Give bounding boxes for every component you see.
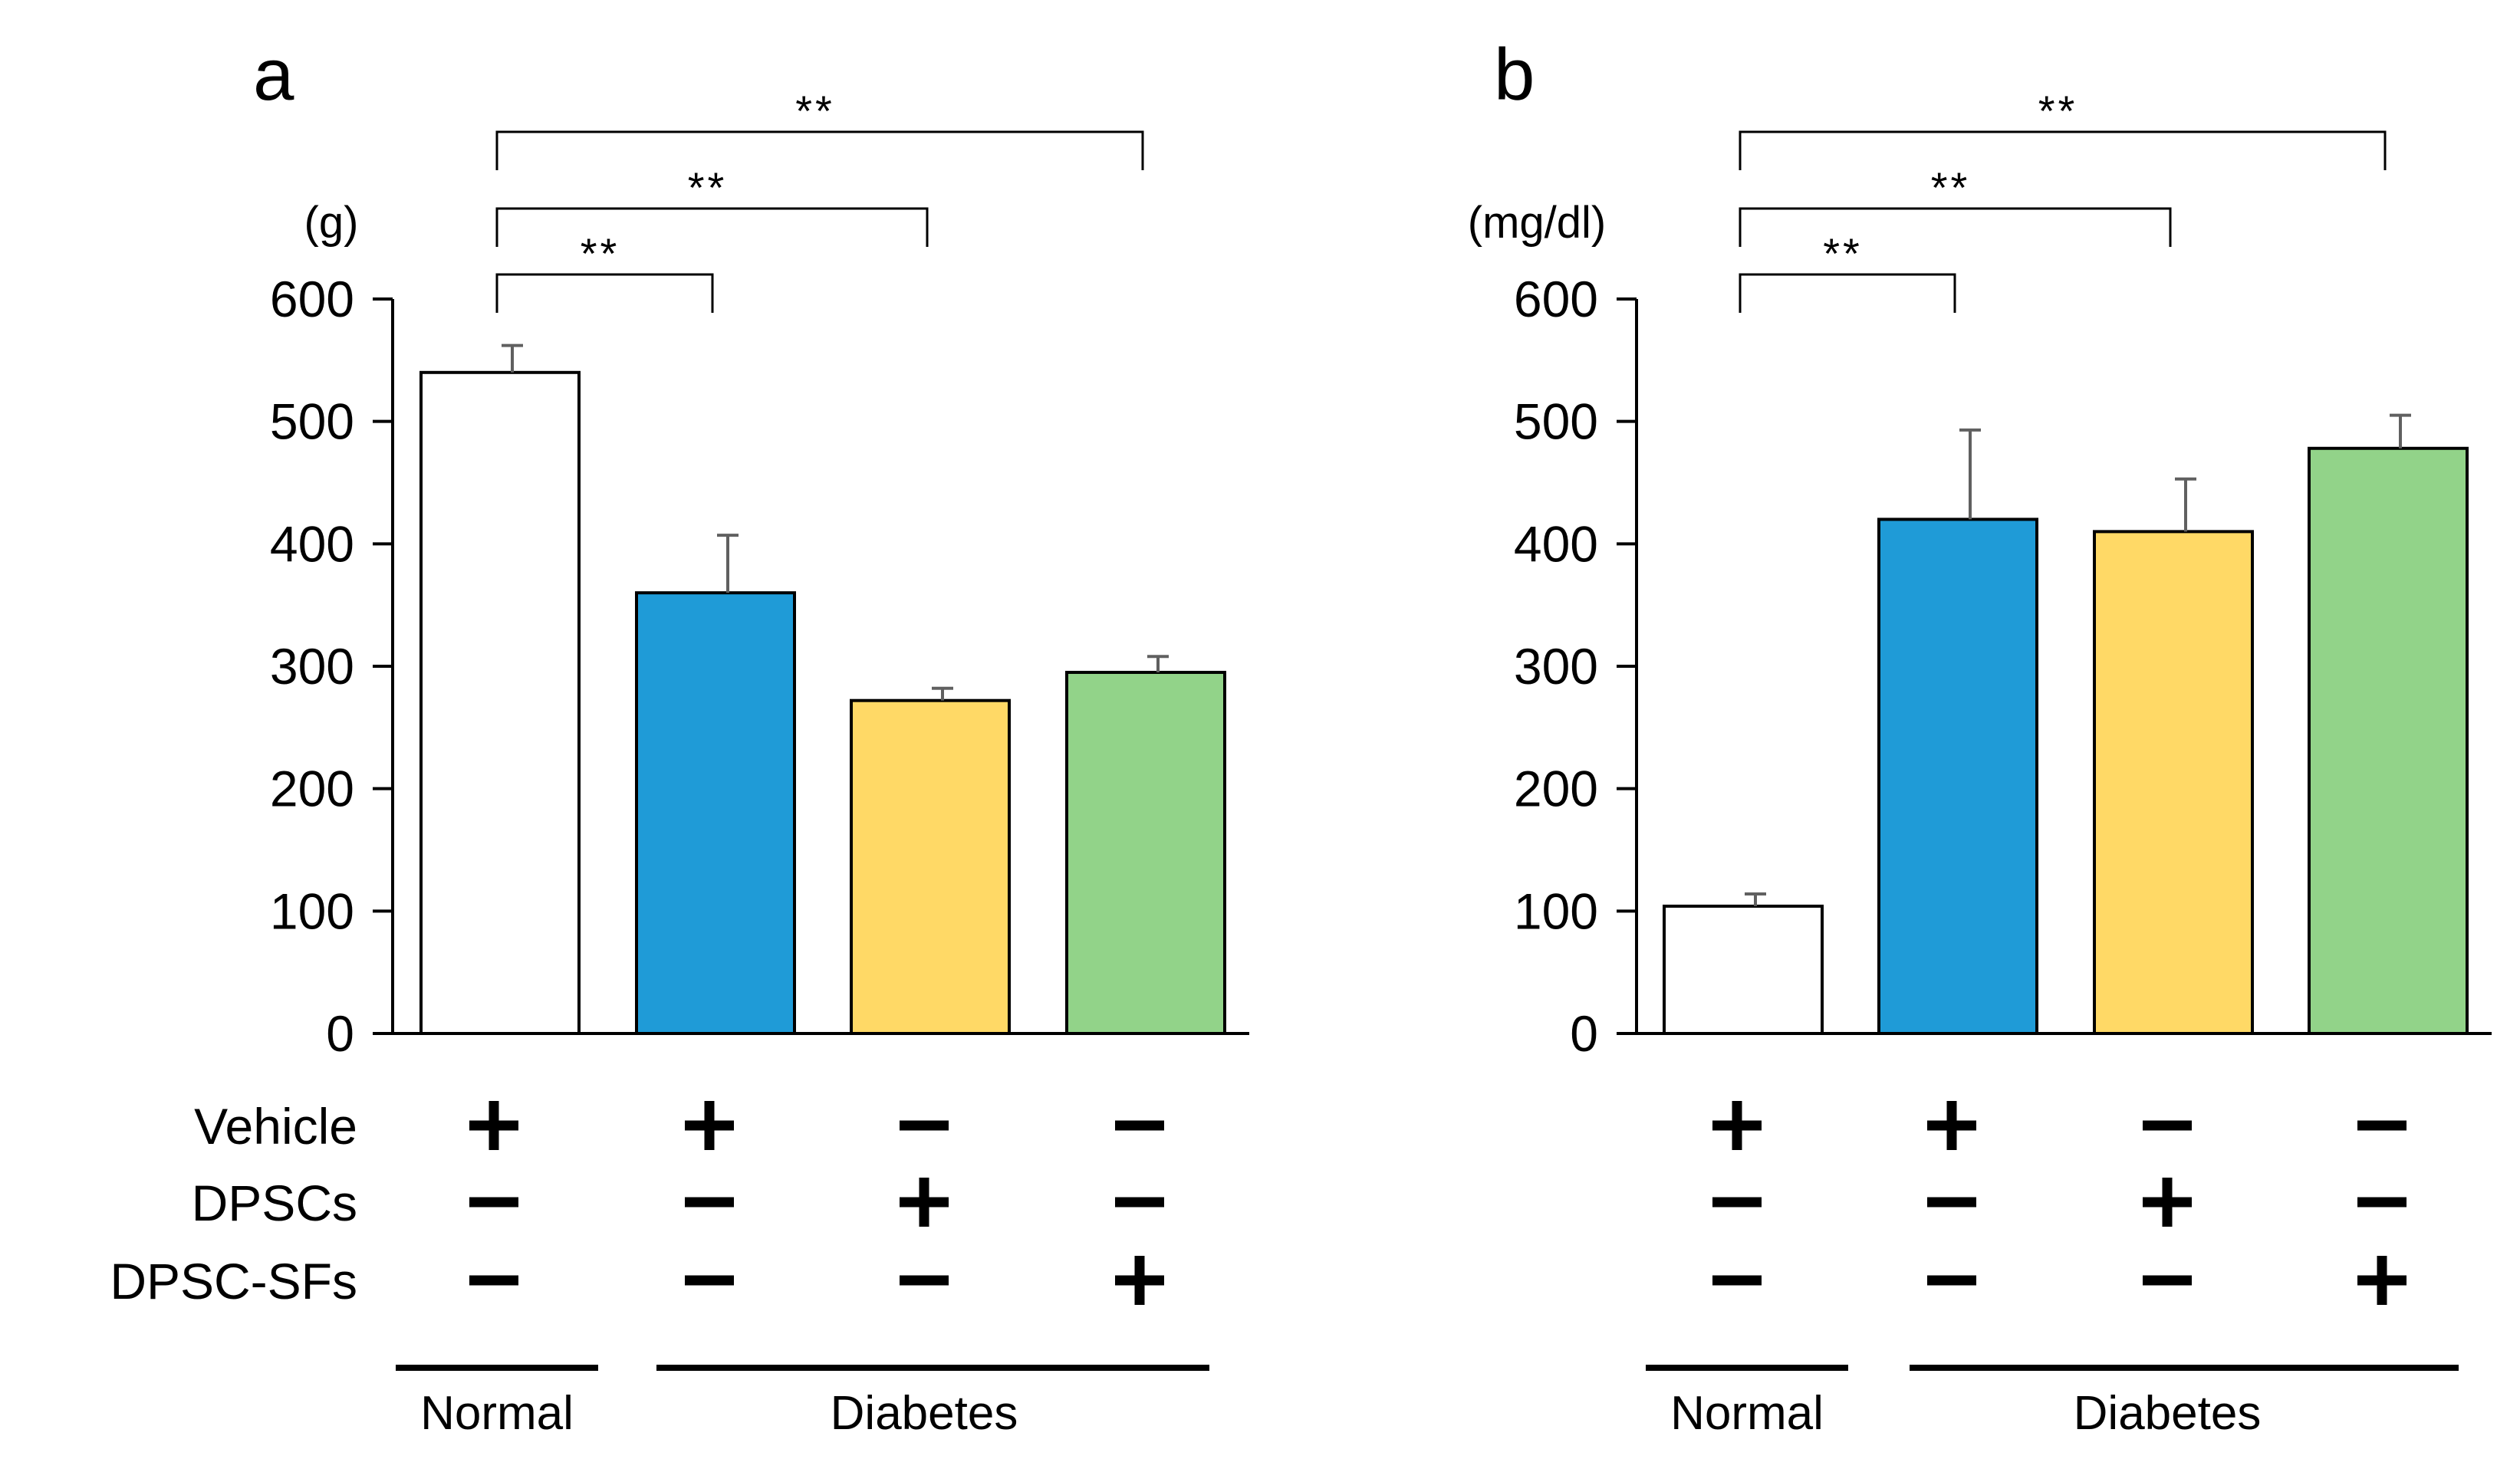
treatment-row-labels: Vehicle DPSCs DPSC-SFs [110,1098,357,1309]
significance-bracket [1739,207,2172,247]
significance-bracket [495,207,929,247]
bar-normal [419,370,581,1035]
y-tick-label: 0 [1570,1005,1598,1062]
group-label: Normal [1670,1387,1824,1440]
panel-b-unit-label: (mg/dl) [1468,198,1606,248]
row-label-dpscs: DPSCs [192,1175,357,1231]
y-tick-label: 200 [1514,761,1598,817]
significance-bracket [495,130,1144,170]
significance-bracket [1739,273,1956,313]
y-tick-label: 600 [270,271,354,327]
bar-dpscs [2093,530,2254,1035]
panel-a-letter: a [253,34,294,116]
significance-label: ** [2038,87,2078,135]
y-tick-label: 100 [1514,882,1598,939]
y-tick-label: 300 [270,638,354,695]
row-label-dpsc-sfs: DPSC-SFs [110,1253,357,1309]
panel-a: a (g) 0 100 200 300 400 500 600 ** ** ** Normal Dia… [253,34,1249,1440]
y-tick-label: 500 [270,393,354,450]
bar-vehicle [635,591,796,1035]
y-tick-label: 400 [1514,515,1598,572]
significance-label: ** [795,87,835,135]
panel-a-unit-label: (g) [304,198,359,248]
bar-dpsc-sfs [2308,446,2469,1035]
significance-bracket [1739,130,2387,170]
y-tick-label: 0 [326,1005,354,1062]
group-label: Normal [420,1387,574,1440]
panel-b-plot: 0 100 200 300 400 500 600 ** ** ** Normal Diabetes [1514,87,2492,1440]
panel-a-plot: 0 100 200 300 400 500 600 ** ** ** Normal Diabetes [270,87,1249,1440]
panel-b-letter: b [1494,34,1535,116]
bar-normal [1663,904,1824,1035]
bar-dpscs [850,698,1011,1035]
significance-label: ** [1823,229,1863,278]
y-tick-label: 100 [270,882,354,939]
row-label-vehicle: Vehicle [194,1098,357,1155]
bar-dpsc-sfs [1065,670,1226,1035]
panel-b: b (mg/dl) 0 100 200 300 400 500 600 ** ** ** Norma… [1468,34,2492,1440]
bar-vehicle [1877,518,2038,1035]
y-tick-label: 300 [1514,638,1598,695]
significance-label: ** [688,163,728,212]
y-tick-label: 200 [270,761,354,817]
y-tick-label: 500 [1514,393,1598,450]
significance-bracket [495,273,714,313]
group-label: Diabetes [2074,1387,2262,1440]
significance-label: ** [581,229,620,278]
significance-label: ** [1931,163,1971,212]
y-tick-label: 600 [1514,271,1598,327]
group-label: Diabetes [831,1387,1018,1440]
y-tick-label: 400 [270,515,354,572]
